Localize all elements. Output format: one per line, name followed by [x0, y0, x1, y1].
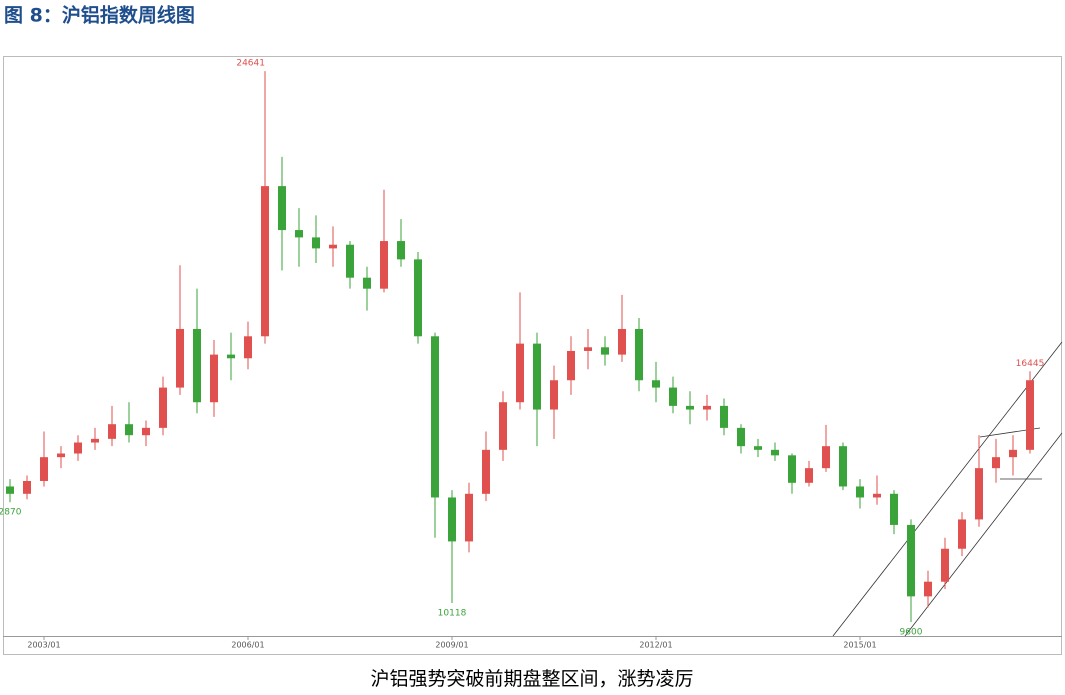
candle-body: [125, 424, 133, 436]
candle-body: [278, 186, 286, 231]
annotation: 9600: [900, 627, 923, 637]
candle-body: [363, 277, 371, 289]
candle-body: [91, 438, 99, 443]
channel-lines: [832, 341, 1063, 637]
candle-body: [57, 453, 65, 458]
candle-body: [108, 424, 116, 439]
x-tick-label: 2006/01: [231, 641, 264, 650]
plot-frame: [3, 56, 1062, 655]
candle-body: [890, 493, 898, 525]
candle-body: [261, 186, 269, 337]
candle-body: [176, 328, 184, 388]
candle-body: [601, 347, 609, 355]
candle-body: [482, 449, 490, 494]
candle-body: [40, 457, 48, 481]
candle-body: [771, 449, 779, 456]
candle-body: [856, 486, 864, 498]
chart-title: 图 8：沪铝指数周线图: [4, 4, 195, 27]
candle-body: [244, 336, 252, 359]
candle-body: [737, 427, 745, 447]
candle-body: [839, 446, 847, 487]
candle-body: [754, 446, 762, 450]
candle-body: [975, 468, 983, 520]
candle-body: [448, 497, 456, 542]
candle-body: [142, 427, 150, 436]
candle-body: [312, 237, 320, 249]
candle-body: [1009, 449, 1017, 458]
candle-body: [584, 347, 592, 351]
candle-body: [23, 480, 31, 494]
candle-body: [499, 402, 507, 450]
candle-body: [210, 354, 218, 403]
candle-body: [431, 336, 439, 498]
candle-body: [635, 328, 643, 381]
candle-body: [992, 457, 1000, 469]
candle-body: [822, 446, 830, 469]
candle-body: [907, 524, 915, 597]
annotation: 24641: [236, 59, 265, 69]
candle-body: [295, 230, 303, 238]
channel-upper: [832, 341, 1063, 637]
candle-body: [941, 548, 949, 582]
candle-body: [74, 442, 82, 454]
candle-body: [958, 519, 966, 549]
annotation: 2870: [0, 508, 22, 518]
candle-body: [465, 493, 473, 542]
caption: 沪铝强势突破前期盘整区间，涨势凌厉: [370, 668, 693, 690]
candle-body: [652, 380, 660, 388]
candle-body: [346, 244, 354, 278]
candle-body: [1026, 380, 1034, 450]
candle-body: [550, 380, 558, 410]
candle-body: [533, 343, 541, 410]
candle-body: [414, 259, 422, 337]
candle-body: [159, 387, 167, 428]
candle-body: [924, 581, 932, 597]
candle-body: [873, 493, 881, 498]
annotation: 10118: [438, 609, 467, 619]
candle-body: [686, 405, 694, 410]
candle-body: [703, 405, 711, 410]
candle-body: [669, 387, 677, 406]
candle-body: [193, 328, 201, 403]
annotation: 16445: [1016, 359, 1045, 369]
channel-lower: [904, 432, 1063, 637]
candle-body: [380, 241, 388, 289]
candle-body: [516, 343, 524, 403]
x-tick-label: 2012/01: [639, 641, 672, 650]
x-tick-label: 2003/01: [27, 641, 60, 650]
candle-body: [329, 244, 337, 249]
candle-body: [397, 241, 405, 260]
candle-body: [227, 354, 235, 359]
candle-body: [6, 486, 14, 494]
candle-body: [567, 350, 575, 381]
x-tick-label: 2015/01: [843, 641, 876, 650]
x-tick-label: 2009/01: [435, 641, 468, 650]
candle-body: [805, 468, 813, 483]
candle-body: [788, 455, 796, 483]
candle-body: [618, 328, 626, 355]
candle-body: [720, 405, 728, 428]
